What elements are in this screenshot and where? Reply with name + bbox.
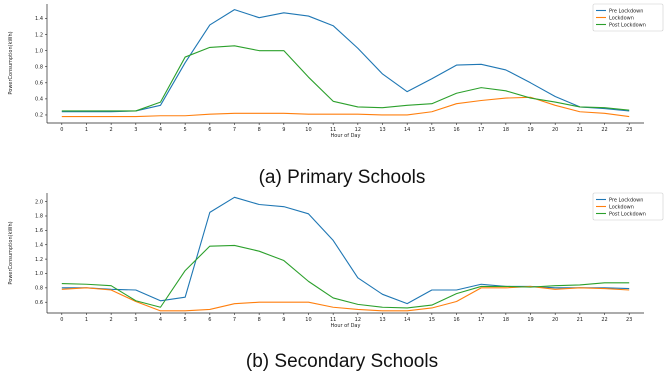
x-tick-label: 14 [404,317,410,323]
x-tick-label: 12 [355,127,361,133]
x-tick-label: 22 [601,317,607,323]
y-tick-label: 1.0 [35,271,43,277]
x-tick-label: 17 [478,127,484,133]
legend-label-post-lockdown: Post Lockdown [609,22,646,28]
x-tick-label: 20 [552,317,558,323]
y-tick-label: 1.8 [35,214,43,220]
x-tick-label: 11 [330,127,336,133]
x-tick-label: 5 [184,317,187,323]
y-tick-label: 2.0 [35,199,43,205]
y-tick-label: 0.6 [35,80,43,86]
x-tick-label: 8 [258,127,261,133]
x-tick-label: 1 [85,317,88,323]
legend-label-lockdown: Lockdown [609,15,634,21]
x-tick-label: 1 [85,127,88,133]
y-tick-label: 0.4 [35,97,43,103]
x-tick-label: 9 [282,317,285,323]
x-tick-label: 13 [379,317,385,323]
x-tick-label: 7 [233,317,236,323]
y-tick-label: 1.2 [35,257,43,263]
x-tick-label: 15 [429,317,435,323]
y-tick-label: 0.2 [35,113,43,119]
x-tick-label: 21 [577,127,583,133]
x-tick-label: 4 [159,127,162,133]
x-tick-label: 15 [429,127,435,133]
x-tick-label: 20 [552,127,558,133]
x-tick-label: 16 [453,317,459,323]
lockdown-line [61,285,630,312]
x-tick-label: 4 [159,317,162,323]
x-tick-label: 12 [355,317,361,323]
x-tick-label: 17 [478,317,484,323]
y-tick-label: 0.8 [35,64,43,70]
legend-box [592,3,664,32]
legend-label-pre-lockdown: Pre Lockdown [609,8,643,14]
y-tick-label: 1.4 [35,16,43,22]
x-tick-label: 11 [330,317,336,323]
x-tick-label: 6 [208,317,211,323]
secondary-schools-panel: 0.60.81.01.21.41.61.82.00 1 2 3 4 5 6 7 8 9 10 11 12… [8,192,664,329]
x-tick-label: 7 [233,127,236,133]
y-axis-label: PowerConsumption(kWh) [8,31,14,94]
x-axis-label: Hour of Day [331,133,361,139]
y-tick-label: 0.6 [35,300,43,306]
x-tick-label: 0 [60,317,63,323]
x-tick-label: 18 [503,127,509,133]
y-axis-label: PowerConsumption(kWh) [8,221,14,284]
pre-lockdown-line [61,9,630,113]
primary-schools-caption: (a) Primary Schools [259,167,426,188]
x-tick-label: 2 [110,127,113,133]
x-tick-label: 18 [503,317,509,323]
x-tick-label: 19 [527,317,533,323]
legend-box [592,192,664,221]
x-tick-label: 21 [577,317,583,323]
legend-label-lockdown: Lockdown [609,204,634,210]
y-tick-label: 1.6 [35,228,43,234]
x-tick-label: 19 [527,127,533,133]
x-tick-label: 13 [379,127,385,133]
x-tick-label: 0 [60,127,63,133]
legend-label-post-lockdown: Post Lockdown [609,211,646,217]
x-tick-label: 2 [110,317,113,323]
y-tick-label: 1.2 [35,32,43,38]
x-tick-label: 10 [305,127,311,133]
x-tick-label: 10 [305,317,311,323]
legend-label-pre-lockdown: Pre Lockdown [609,197,643,203]
x-tick-label: 23 [626,317,632,323]
post-lockdown-line [61,244,630,309]
primary-schools-panel: 0.20.40.60.81.01.21.40 1 2 3 4 5 6 7 8 9 10 11 12 13 1… [8,3,664,139]
secondary-schools-caption: (b) Secondary Schools [246,351,438,372]
x-tick-label: 14 [404,127,410,133]
y-tick-label: 1.4 [35,242,43,248]
y-tick-label: 1.0 [35,48,43,54]
x-tick-label: 9 [282,127,285,133]
x-tick-label: 16 [453,127,459,133]
y-tick-label: 0.8 [35,286,43,292]
x-tick-label: 3 [134,317,137,323]
x-tick-label: 8 [258,317,261,323]
x-tick-label: 3 [134,127,137,133]
post-lockdown-line [61,45,630,112]
x-axis-label: Hour of Day [331,323,361,329]
x-tick-label: 5 [184,127,187,133]
x-tick-label: 23 [626,127,632,133]
x-tick-label: 22 [601,127,607,133]
x-tick-label: 6 [208,127,211,133]
